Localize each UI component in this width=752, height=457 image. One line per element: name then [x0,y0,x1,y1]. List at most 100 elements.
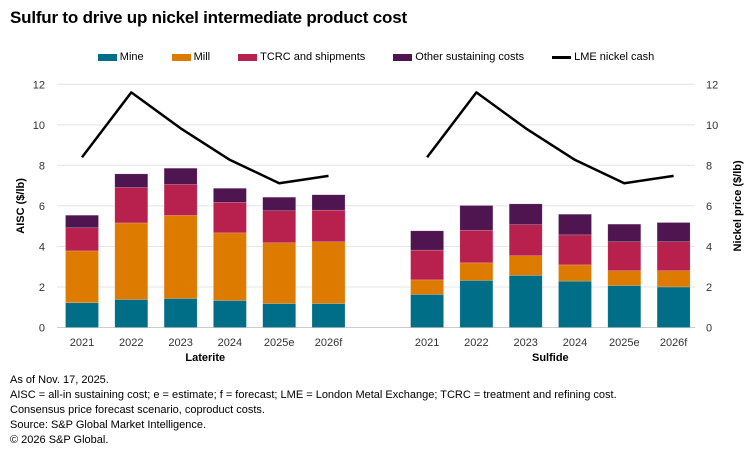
bar-segment-mill [410,279,444,295]
bar-segment-mine [656,286,691,328]
bar-segment-tcrc-and-shipments [656,241,691,272]
bar-segment-mine [262,303,296,328]
y2-tick-label: 12 [706,79,718,91]
bar-segment-other-sustaining-costs [607,223,642,243]
bar-segment-tcrc-and-shipments [213,202,247,234]
y2-tick-label: 4 [706,241,712,253]
bar-segment-mine [65,302,99,328]
bar-segment-tcrc-and-shipments [558,234,592,266]
bar-segment-tcrc-and-shipments [459,229,494,264]
bar-segment-mine [311,303,346,328]
bar-segment-mine [607,285,642,328]
note: Source: S&P Global Market Intelligence. [10,419,207,431]
bar-segment-mine [114,299,149,328]
legend-swatch [238,53,258,61]
footnotes: As of Nov. 17, 2025. AISC = all-in susta… [10,373,617,448]
bar-segment-other-sustaining-costs [459,205,494,231]
note: © 2026 S&P Global. [10,434,109,446]
bar-segment-tcrc-and-shipments [607,241,642,272]
chart-title: Sulfur to drive up nickel intermediate p… [10,8,407,27]
x-tick-label: 2022 [464,337,488,349]
group-label: Laterite [185,352,225,364]
bar-segment-tcrc-and-shipments [508,224,543,257]
bar-segment-other-sustaining-costs [213,188,247,203]
y-tick-label: 4 [39,241,45,253]
legend-swatch [393,53,413,61]
legend-swatch [171,53,191,61]
bar-segment-mine [459,280,494,328]
bar-segment-tcrc-and-shipments [65,227,99,252]
bar-segment-other-sustaining-costs [262,196,296,212]
bar-segment-other-sustaining-costs [163,167,198,185]
x-tick-label: 2024 [563,337,587,349]
bar-segment-other-sustaining-costs [656,222,691,243]
x-tick-label: 2021 [415,337,439,349]
x-tick-label: 2023 [168,337,192,349]
legend-swatch [97,53,117,61]
y2-tick-label: 6 [706,201,712,213]
bar-segment-mine [213,300,247,328]
bar-segment-other-sustaining-costs [410,230,444,251]
legend-item-other: Other sustaining costs [393,51,524,63]
bar-segment-mill [65,250,99,304]
y-tick-label: 10 [33,120,45,132]
bar-segment-mill [213,232,247,301]
bar-segment-tcrc-and-shipments [163,184,198,216]
bar-segment-mill [163,215,198,299]
bar-segment-mill [311,241,346,304]
bar-segment-other-sustaining-costs [508,203,543,225]
bar-segment-tcrc-and-shipments [114,187,149,224]
legend-label: Other sustaining costs [415,51,525,63]
y-tick-label: 12 [33,79,45,91]
y2-tick-label: 8 [706,160,712,172]
bar-segment-tcrc-and-shipments [262,210,296,244]
y-tick-label: 0 [39,323,45,335]
y2-axis-label: Nickel price ($/lb) [732,160,744,251]
y-axis-label: AISC ($/lb) [15,178,27,234]
y-tick-label: 2 [39,282,45,294]
x-tick-label: 2026f [660,337,688,349]
legend-item-lme: LME nickel cash [552,51,654,63]
x-tick-label: 2025e [264,337,295,349]
x-tick-label: 2023 [513,337,537,349]
x-tick-label: 2022 [119,337,143,349]
bar-segment-mill [262,242,296,304]
bar-segment-other-sustaining-costs [114,173,149,188]
x-tick-label: 2026f [315,337,343,349]
plot-area: 0 0 2 2 4 4 6 6 8 8 10 10 12 12 AISC ($/lb) Nickel pric… [15,79,744,364]
legend-item-mine: Mine [97,51,144,63]
lme-nickel-cash-line [81,91,329,185]
bar-segment-mill [508,255,543,276]
bar-segment-mill [607,270,642,286]
bar-segment-mill [558,264,592,282]
legend-label: LME nickel cash [574,51,655,63]
bar-segment-other-sustaining-costs [558,213,592,236]
legend-label: Mill [193,51,211,63]
legend-label: Mine [119,51,144,63]
note: Consensus price forecast scenario, copro… [10,404,265,416]
y2-tick-label: 10 [706,120,718,132]
legend-item-tcrc: TCRC and shipments [238,51,365,63]
bar-segment-mine [508,275,543,328]
bar-segment-mill [459,262,494,281]
bar-segment-tcrc-and-shipments [410,249,444,281]
note: As of Nov. 17, 2025. [10,374,109,386]
legend-swatch [552,55,572,59]
note: AISC = all-in sustaining cost; e = estim… [10,389,617,401]
x-tick-label: 2025e [609,337,640,349]
bar-segment-mine [410,294,444,328]
bar-segment-other-sustaining-costs [311,194,346,211]
x-tick-label: 2024 [218,337,242,349]
y-tick-label: 6 [39,201,45,213]
x-tick-label: 2021 [70,337,94,349]
y2-tick-label: 0 [706,323,712,335]
bar-segment-mine [558,280,592,328]
lme-nickel-cash-line [426,91,674,185]
legend-item-mill: Mill [171,51,211,63]
y2-tick-label: 2 [706,282,712,294]
legend: Mine Mill TCRC and shipments Other susta… [0,51,752,63]
bar-segment-mine [163,298,198,328]
bar-segment-mill [114,222,149,300]
bar-segment-other-sustaining-costs [65,214,99,229]
